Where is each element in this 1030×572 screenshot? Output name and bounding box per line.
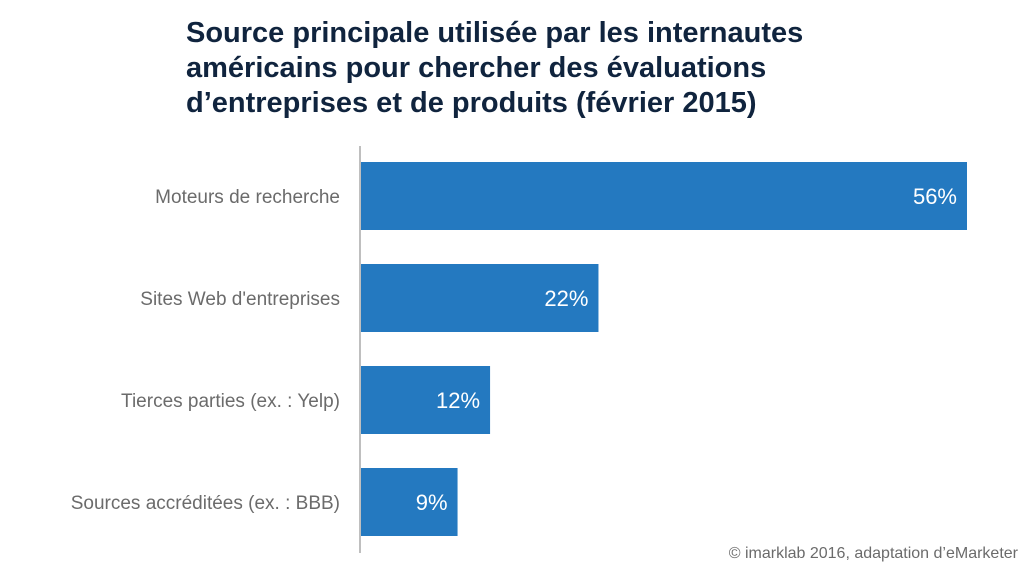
bar: [360, 264, 599, 332]
chart-title: Source principale utilisée par les inter…: [186, 16, 906, 121]
data-label: 56%: [913, 184, 957, 209]
bars-group: 56% Moteurs de recherche 22% Sites Web d'en…: [71, 162, 967, 536]
category-label: Sites Web d'entreprises: [140, 289, 340, 310]
category-label: Sources accréditées (ex. : BBB): [71, 493, 340, 514]
category-label: Tierces parties (ex. : Yelp): [121, 391, 340, 412]
data-label: 9%: [416, 490, 448, 515]
data-label: 22%: [544, 286, 588, 311]
title-line: américains pour chercher des évaluations: [186, 52, 767, 84]
bar: [360, 468, 458, 536]
bar: [360, 366, 491, 434]
title-line: d’entreprises et de produits (février 20…: [186, 87, 757, 119]
title-line: Source principale utilisée par les inter…: [186, 17, 804, 49]
data-label: 12%: [436, 388, 480, 413]
category-label: Moteurs de recherche: [155, 187, 340, 208]
bar: [360, 162, 967, 230]
source-footer: © imarklab 2016, adaptation d’eMarketer: [728, 545, 1018, 562]
